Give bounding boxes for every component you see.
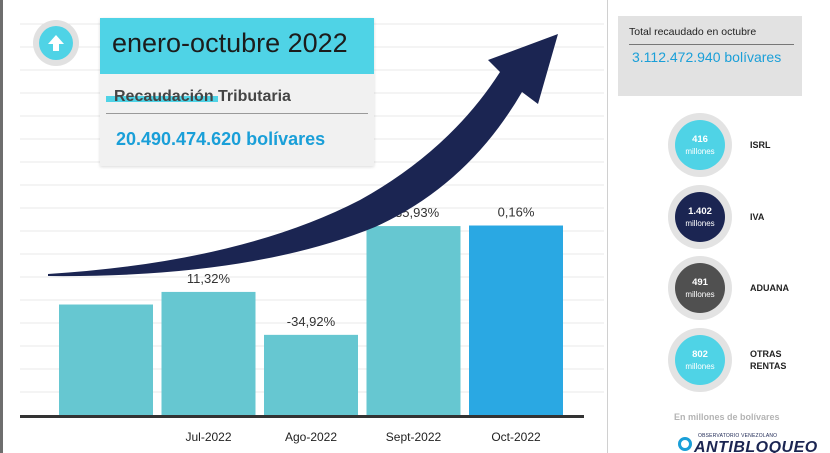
- logo-mark-icon: [678, 437, 692, 451]
- tax-circle: 416 millones: [675, 120, 725, 170]
- tick-label: Ago-2022: [285, 430, 337, 444]
- bar: [264, 334, 358, 415]
- tax-ring: 491 millones: [668, 256, 732, 320]
- title-band: [100, 18, 374, 74]
- tax-unit: millones: [685, 289, 715, 299]
- tax-item-iva: 1.402 millones IVA: [668, 185, 818, 249]
- up-arrow-icon: [39, 26, 73, 60]
- october-value: 3.112.472.940 bolívares: [632, 49, 782, 65]
- tax-item-isrl: 416 millones ISRL: [668, 113, 818, 177]
- tax-unit: millones: [685, 218, 715, 228]
- bar: [469, 225, 563, 415]
- tick-label: Jul-2022: [185, 430, 231, 444]
- subtitle-highlight: [106, 96, 218, 102]
- tax-name: ISRL: [750, 140, 771, 150]
- antibloqueo-logo: OBSERVATORIO VENEZOLANO ANTIBLOQUEO: [678, 433, 818, 453]
- october-label: Total recaudado en octubre: [629, 26, 757, 38]
- bar: [366, 226, 461, 415]
- tax-item-otras-rentas: 802 millones OTRAS RENTAS: [668, 328, 818, 392]
- page-subtitle: Recaudación Tributaria: [114, 88, 291, 105]
- total-amount: 20.490.474.620 bolívares: [116, 129, 326, 149]
- tax-amount: 491: [692, 276, 708, 288]
- data-label: 0,16%: [498, 205, 535, 220]
- subtitle-divider: [106, 113, 368, 114]
- logo-small-text: OBSERVATORIO VENEZOLANO: [698, 433, 778, 439]
- left-border: [0, 0, 3, 453]
- title-card: enero-octubre 2022 Recaudación Tributari…: [100, 18, 374, 166]
- chart-area: 11,32% Jul-2022 -34,92% Ago-2022 135,93% Sept…: [0, 0, 608, 453]
- growth-arrow: [48, 34, 558, 277]
- bar: [161, 291, 256, 415]
- page-title: enero-octubre 2022: [112, 28, 348, 58]
- data-label: -34,92%: [287, 314, 336, 329]
- tax-circle: 491 millones: [675, 263, 725, 313]
- up-arrow-badge: [33, 20, 79, 66]
- october-divider: [629, 44, 794, 45]
- tax-circle: 1.402 millones: [675, 192, 725, 242]
- data-label: 11,32%: [187, 271, 231, 286]
- tax-name: OTRAS RENTAS: [750, 349, 787, 371]
- x-axis-baseline: [20, 415, 584, 418]
- tax-unit: millones: [685, 361, 715, 371]
- tick-label: Oct-2022: [491, 430, 541, 444]
- bar: [59, 304, 153, 415]
- tax-ring: 416 millones: [668, 113, 732, 177]
- tax-amount: 416: [692, 133, 708, 145]
- tax-ring: 1.402 millones: [668, 185, 732, 249]
- logo-big-text: ANTIBLOQUEO: [694, 439, 818, 453]
- tick-label: Sept-2022: [386, 430, 442, 444]
- tax-name: IVA: [750, 212, 765, 222]
- tax-circle: 802 millones: [675, 335, 725, 385]
- units-note: En millones de bolívares: [674, 412, 780, 422]
- tax-ring: 802 millones: [668, 328, 732, 392]
- october-total-box: Total recaudado en octubre 3.112.472.940…: [618, 16, 802, 96]
- panel-divider: [607, 0, 608, 453]
- tax-name: ADUANA: [750, 283, 789, 293]
- tax-item-aduana: 491 millones ADUANA: [668, 256, 818, 320]
- tax-amount: 1.402: [688, 205, 712, 217]
- tax-unit: millones: [685, 146, 715, 156]
- tax-amount: 802: [692, 348, 708, 360]
